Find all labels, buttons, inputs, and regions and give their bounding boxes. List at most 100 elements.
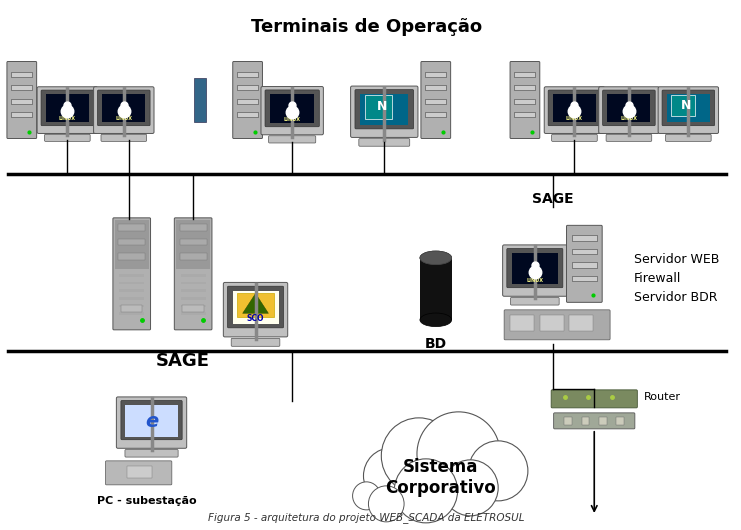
FancyBboxPatch shape <box>548 90 601 126</box>
FancyBboxPatch shape <box>101 134 147 142</box>
Text: Figura 5 - arquitetura do projeto WEB_SCADA da ELETROSUL: Figura 5 - arquitetura do projeto WEB_SC… <box>208 513 525 524</box>
FancyBboxPatch shape <box>268 136 316 143</box>
Text: LINUX: LINUX <box>59 116 76 121</box>
Bar <box>181 289 205 292</box>
Bar <box>425 99 446 104</box>
FancyBboxPatch shape <box>606 134 652 142</box>
Bar <box>181 312 205 315</box>
Bar <box>118 253 145 260</box>
Bar <box>115 220 148 269</box>
Bar <box>176 220 210 269</box>
Bar <box>514 99 536 104</box>
FancyBboxPatch shape <box>116 397 187 448</box>
Bar <box>11 99 33 104</box>
FancyBboxPatch shape <box>507 249 563 288</box>
Polygon shape <box>242 294 268 313</box>
Bar <box>181 274 205 277</box>
Text: PC - subestação: PC - subestação <box>97 496 196 506</box>
FancyBboxPatch shape <box>223 282 288 337</box>
Circle shape <box>364 448 419 504</box>
Circle shape <box>442 460 498 516</box>
FancyBboxPatch shape <box>510 61 539 138</box>
Bar <box>237 293 274 317</box>
Bar <box>514 112 536 117</box>
Bar <box>119 297 144 299</box>
Text: Router: Router <box>644 392 681 402</box>
Bar <box>119 289 144 292</box>
Bar <box>671 95 695 116</box>
Text: e: e <box>145 412 158 431</box>
FancyBboxPatch shape <box>602 90 655 126</box>
FancyBboxPatch shape <box>662 90 714 126</box>
Bar <box>539 315 564 331</box>
Text: N: N <box>376 100 387 113</box>
Text: LINUX: LINUX <box>526 278 543 282</box>
Bar <box>237 72 258 77</box>
FancyBboxPatch shape <box>554 413 635 429</box>
FancyBboxPatch shape <box>665 134 711 142</box>
Bar <box>571 276 597 281</box>
Bar <box>512 253 558 284</box>
Bar <box>667 94 710 122</box>
Text: Sistema
Corporativo: Sistema Corporativo <box>385 458 496 497</box>
Bar <box>514 85 536 90</box>
Bar <box>608 94 651 122</box>
Bar <box>179 224 207 231</box>
FancyBboxPatch shape <box>37 87 98 134</box>
Ellipse shape <box>420 251 451 264</box>
FancyBboxPatch shape <box>567 225 602 302</box>
FancyBboxPatch shape <box>551 134 597 142</box>
Bar <box>237 99 258 104</box>
Text: LINUX: LINUX <box>566 116 583 121</box>
FancyBboxPatch shape <box>7 61 36 138</box>
FancyBboxPatch shape <box>658 87 719 134</box>
Bar <box>11 72 33 77</box>
FancyBboxPatch shape <box>121 401 182 440</box>
Text: SAGE: SAGE <box>156 352 210 370</box>
Text: LINUX: LINUX <box>284 117 301 122</box>
Circle shape <box>394 459 458 523</box>
FancyBboxPatch shape <box>44 134 90 142</box>
FancyBboxPatch shape <box>355 90 413 129</box>
FancyBboxPatch shape <box>41 90 93 126</box>
Bar <box>102 94 145 122</box>
Bar <box>270 94 314 123</box>
Bar <box>571 235 597 241</box>
Bar <box>582 417 590 425</box>
Bar <box>119 312 144 315</box>
Bar <box>119 274 144 277</box>
Bar <box>425 72 446 77</box>
FancyBboxPatch shape <box>227 286 284 328</box>
Bar <box>179 238 207 245</box>
Text: SCO: SCO <box>247 314 265 323</box>
Bar <box>46 94 89 122</box>
Bar <box>181 281 205 284</box>
FancyBboxPatch shape <box>265 90 319 127</box>
Ellipse shape <box>420 313 451 326</box>
Bar <box>181 305 205 307</box>
Bar <box>425 85 446 90</box>
Text: BD: BD <box>425 337 447 351</box>
FancyBboxPatch shape <box>551 390 637 408</box>
FancyBboxPatch shape <box>350 86 418 137</box>
Ellipse shape <box>420 251 451 264</box>
Text: LINUX: LINUX <box>116 116 133 121</box>
Bar <box>182 305 204 312</box>
Bar <box>510 315 534 331</box>
Circle shape <box>368 486 404 522</box>
FancyBboxPatch shape <box>261 86 323 135</box>
FancyBboxPatch shape <box>113 218 150 330</box>
Bar <box>425 112 446 117</box>
FancyBboxPatch shape <box>174 218 212 330</box>
FancyBboxPatch shape <box>231 338 280 346</box>
Bar <box>617 417 625 425</box>
Circle shape <box>353 482 380 510</box>
Bar <box>553 94 596 122</box>
FancyBboxPatch shape <box>359 139 410 146</box>
Bar <box>237 85 258 90</box>
Bar <box>599 417 607 425</box>
Text: Servidor WEB
Firewall
Servidor BDR: Servidor WEB Firewall Servidor BDR <box>634 253 720 304</box>
FancyBboxPatch shape <box>511 297 559 305</box>
Circle shape <box>417 412 500 496</box>
Text: N: N <box>681 99 691 112</box>
